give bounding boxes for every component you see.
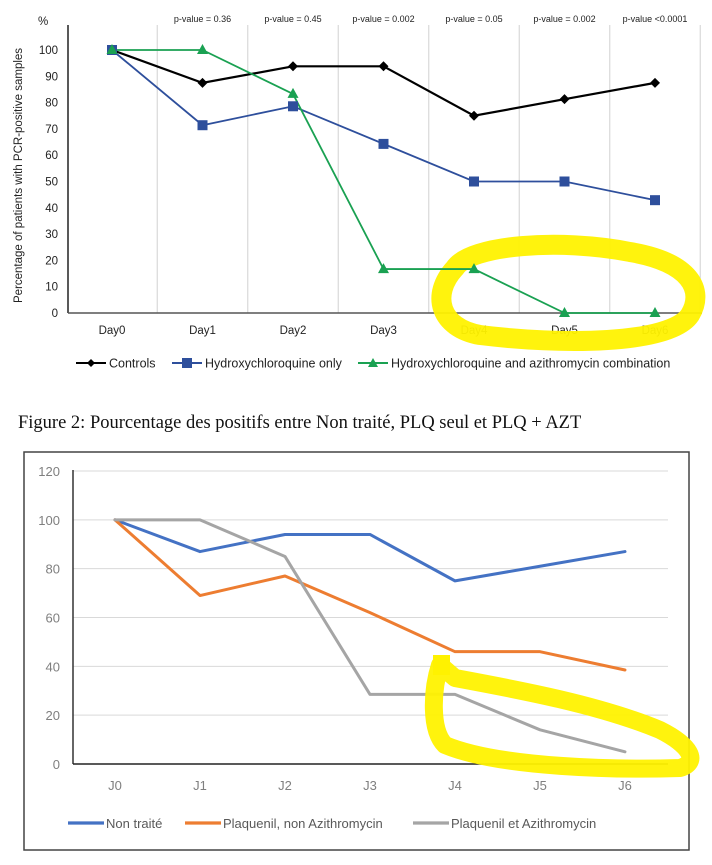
top-p-value-annotations: p-value = 0.36 p-value = 0.45 p-value = 0.… — [174, 14, 688, 24]
top-y-tick-label: 90 — [45, 71, 58, 83]
top-y-tick-label: 100 — [39, 45, 58, 57]
bottom-x-tick-label: J4 — [448, 778, 462, 793]
bottom-horizontal-gridlines — [73, 470, 668, 716]
bottom-x-tick-label: J2 — [278, 778, 292, 793]
bottom-legend: Non traité Plaquenil, non Azithromycin Pla… — [68, 816, 596, 831]
data-point-hydroxychloroquine-and-azithromycin-combination — [559, 307, 570, 317]
data-point-hydroxychloroquine-only — [559, 176, 570, 187]
data-point-controls — [288, 61, 298, 72]
top-y-tick-label: 50 — [45, 177, 58, 189]
data-point-hydroxychloroquine-only — [650, 195, 660, 206]
p-value-annotation: p-value <0.0001 — [623, 14, 688, 24]
p-value-annotation: p-value = 0.05 — [445, 14, 502, 24]
bottom-series-lines — [113, 518, 627, 754]
top-series-markers — [106, 44, 661, 317]
series-line-plaquenil-non-azithromycin — [113, 518, 627, 672]
bottom-chart-frame — [23, 451, 690, 851]
legend-marker-hydroxychloroquine-only — [182, 358, 192, 368]
bottom-y-tick-label: 60 — [46, 611, 60, 626]
data-point-hydroxychloroquine-and-azithromycin-combination — [468, 263, 480, 274]
top-x-tick-label: Day3 — [370, 325, 397, 337]
data-point-hydroxychloroquine-and-azithromycin-combination — [649, 307, 661, 317]
top-chart: % 0 10 20 30 40 50 60 70 80 90 100 Percentage of p… — [13, 14, 706, 371]
data-point-controls — [378, 61, 389, 72]
series-line-plaquenil-et-azithromycin — [113, 518, 627, 754]
top-y-tick-label: 40 — [45, 203, 58, 215]
top-y-tick-label: 0 — [52, 308, 58, 320]
figure-2-caption: Figure 2: Pourcentage des positifs entre… — [18, 413, 581, 433]
highlight-ellipse — [424, 656, 700, 778]
bottom-y-tick-label: 20 — [46, 708, 60, 723]
data-point-hydroxychloroquine-and-azithromycin-combination — [197, 44, 208, 54]
data-point-controls — [469, 110, 479, 121]
data-point-hydroxychloroquine-and-azithromycin-combination — [106, 44, 118, 54]
data-point-hydroxychloroquine-and-azithromycin-combination — [378, 263, 389, 274]
legend-label-hydroxychloroquine-only: Hydroxychloroquine only — [205, 357, 343, 371]
top-y-tick-label: 20 — [45, 255, 58, 267]
data-point-hydroxychloroquine-only — [378, 138, 389, 149]
bottom-y-tick-label: 120 — [38, 464, 60, 479]
legend-label-non-trait: Non traité — [106, 816, 162, 831]
series-line-controls — [111, 48, 656, 117]
top-legend: Controls Hydroxychloroquine only Hydroxych… — [76, 357, 670, 371]
highlight-stroke-start — [433, 655, 450, 675]
bottom-y-tick-label: 80 — [46, 562, 60, 577]
bottom-y-tick-label: 40 — [46, 659, 60, 674]
bottom-x-tick-labels: J0 J1 J2 J3 J4 J5 J6 — [108, 778, 632, 793]
top-x-tick-label: Day1 — [189, 325, 216, 337]
bottom-x-tick-label: J3 — [363, 778, 377, 793]
top-x-tick-label: Day0 — [99, 325, 126, 337]
legend-label-plaquenil-non-azithromycin: Plaquenil, non Azithromycin — [223, 816, 383, 831]
series-line-hydroxychloroquine-and-azithromycin-combination — [112, 49, 655, 314]
legend-marker-controls — [87, 359, 95, 367]
bottom-x-tick-label: J5 — [533, 778, 547, 793]
top-x-tick-label: Day2 — [280, 325, 307, 337]
top-series-lines — [111, 48, 656, 314]
top-y-tick-label: 60 — [45, 150, 58, 162]
top-y-unit-label: % — [38, 16, 48, 28]
highlight-ellipse — [431, 234, 706, 351]
data-point-hydroxychloroquine-only — [197, 120, 208, 131]
top-vertical-gridlines — [156, 25, 701, 313]
legend-label-controls: Controls — [109, 357, 156, 371]
bottom-y-tick-labels: 0 20 40 60 80 100 120 — [38, 464, 60, 772]
bottom-yellow-highlight — [424, 655, 700, 778]
p-value-annotation: p-value = 0.002 — [352, 14, 414, 24]
top-y-axis-title: Percentage of patients with PCR-positive… — [13, 48, 25, 303]
bottom-y-tick-label: 0 — [53, 757, 60, 772]
data-point-hydroxychloroquine-only — [469, 176, 479, 187]
bottom-y-tick-label: 100 — [38, 513, 60, 528]
series-line-hydroxychloroquine-only — [111, 49, 656, 202]
legend-label-hydroxychloroquine-and-azithromycin-combination: Hydroxychloroquine and azithromycin comb… — [391, 357, 670, 371]
bottom-x-tick-label: J1 — [193, 778, 207, 793]
top-y-tick-label: 30 — [45, 229, 58, 241]
bottom-x-tick-label: J6 — [618, 778, 632, 793]
p-value-annotation: p-value = 0.45 — [264, 14, 321, 24]
data-point-hydroxychloroquine-and-azithromycin-combination — [287, 87, 299, 98]
top-yellow-highlight — [431, 234, 706, 351]
top-y-tick-label: 70 — [45, 124, 58, 136]
series-line-non-trait — [113, 518, 627, 583]
top-y-tick-label: 10 — [45, 282, 58, 294]
top-y-tick-label: 80 — [45, 98, 58, 110]
data-point-controls — [650, 77, 660, 88]
p-value-annotation: p-value = 0.002 — [533, 14, 595, 24]
legend-label-plaquenil-et-azithromycin: Plaquenil et Azithromycin — [451, 816, 596, 831]
p-value-annotation: p-value = 0.36 — [174, 14, 231, 24]
bottom-x-tick-label: J0 — [108, 778, 122, 793]
data-point-hydroxychloroquine-only — [288, 101, 298, 112]
data-point-controls — [559, 94, 570, 105]
data-point-controls — [197, 77, 208, 88]
top-y-tick-labels: 0 10 20 30 40 50 60 70 80 90 100 — [39, 45, 58, 320]
bottom-chart: 0 20 40 60 80 100 120 J0 J1 J2 J3 J4 J5 J6 Non trait… — [23, 451, 700, 851]
legend-marker-hydroxychloroquine-and-azithromycin-combination — [368, 358, 378, 367]
